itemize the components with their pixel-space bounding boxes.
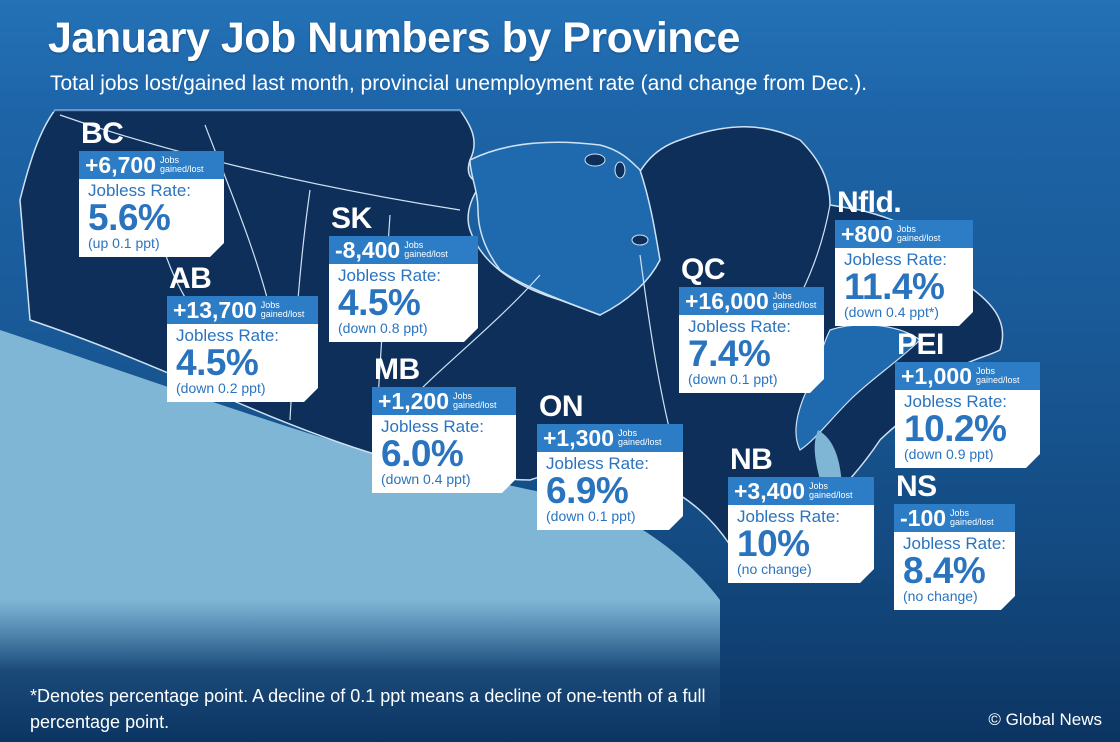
province-code: ON [539, 390, 584, 423]
jobless-rate-label: Jobless Rate: [904, 392, 1007, 411]
province-on: ON +1,300 Jobs gained/lost Jobless Rate: … [537, 392, 683, 530]
jobs-bar: +16,000 Jobs gained/lost [679, 287, 824, 315]
page-title: January Job Numbers by Province [48, 14, 740, 62]
jobs-label: Jobs gained/lost [772, 291, 817, 310]
jobs-bar: +1,200 Jobs gained/lost [372, 387, 516, 415]
jobless-rate-value: 6.9% [546, 470, 629, 511]
province-code: PEI [897, 328, 944, 361]
jobs-bar: +3,400 Jobs gained/lost [728, 477, 874, 505]
province-nb: NB +3,400 Jobs gained/lost Jobless Rate: … [728, 445, 874, 583]
province-card: +13,700 Jobs gained/lost Jobless Rate: 4.… [167, 296, 318, 402]
rate-change: (up 0.1 ppt) [88, 235, 160, 251]
rate-change: (down 0.2 ppt) [176, 380, 266, 396]
province-bc: BC +6,700 Jobs gained/lost Jobless Rate: … [79, 119, 224, 257]
jobs-label: Jobs gained/lost [618, 428, 662, 447]
jobless-rate-value: 7.4% [688, 333, 771, 374]
province-card: +16,000 Jobs gained/lost Jobless Rate: 7.… [679, 287, 824, 393]
jobs-label: Jobs gained/lost [809, 481, 853, 500]
province-card: +1,200 Jobs gained/lost Jobless Rate: 6.0… [372, 387, 516, 493]
rate-change: (down 0.1 ppt) [688, 371, 778, 387]
jobs-value: -100 [900, 505, 947, 531]
jobless-rate-label: Jobless Rate: [338, 266, 441, 285]
province-code: NS [896, 470, 937, 503]
header-band [0, 0, 1120, 112]
credit: © Global News [988, 710, 1102, 729]
province-code: QC [681, 253, 726, 286]
jobs-label: Jobs gained/lost [260, 300, 305, 319]
jobless-rate-label: Jobless Rate: [737, 507, 840, 526]
maine [814, 430, 842, 485]
province-card: -100 Jobs gained/lost Jobless Rate: 8.4% … [894, 504, 1015, 610]
province-code: Nfld. [837, 186, 902, 219]
rate-change: (down 0.8 ppt) [338, 320, 428, 336]
province-card: +800 Jobs gained/lost Jobless Rate: 11.4%… [835, 220, 973, 326]
jobs-label: Jobs gained/lost [453, 391, 497, 410]
jobless-rate-label: Jobless Rate: [176, 326, 279, 345]
jobless-rate-label: Jobless Rate: [844, 250, 947, 269]
province-ns: NS -100 Jobs gained/lost Jobless Rate: 8.… [894, 472, 1015, 610]
jobs-value: +1,000 [901, 363, 972, 389]
jobs-bar: +800 Jobs gained/lost [835, 220, 973, 248]
jobless-rate-label: Jobless Rate: [88, 181, 191, 200]
jobless-rate-value: 10% [737, 523, 810, 564]
province-qc: QC +16,000 Jobs gained/lost Jobless Rate:… [679, 255, 824, 393]
jobs-bar: +1,300 Jobs gained/lost [537, 424, 683, 452]
jobs-value: +6,700 [85, 152, 156, 178]
jobs-value: +13,700 [173, 297, 257, 323]
jobs-value: +16,000 [685, 288, 769, 314]
jobless-rate-label: Jobless Rate: [903, 534, 1006, 553]
jobs-label: Jobs gained/lost [160, 155, 204, 174]
province-card: -8,400 Jobs gained/lost Jobless Rate: 4.5… [329, 236, 478, 342]
jobless-rate-value: 6.0% [381, 433, 464, 474]
jobs-bar: +1,000 Jobs gained/lost [895, 362, 1040, 390]
province-code: MB [374, 353, 420, 386]
province-code: SK [331, 202, 372, 235]
jobs-value: +800 [841, 221, 893, 247]
jobs-label: Jobs gained/lost [976, 366, 1020, 385]
jobless-rate-value: 10.2% [904, 408, 1007, 449]
rate-change: (no change) [903, 588, 978, 604]
jobs-bar: -100 Jobs gained/lost [894, 504, 1015, 532]
jobless-rate-label: Jobless Rate: [546, 454, 649, 473]
jobless-rate-label: Jobless Rate: [688, 317, 791, 336]
jobs-bar: -8,400 Jobs gained/lost [329, 236, 478, 264]
province-ab: AB +13,700 Jobs gained/lost Jobless Rate:… [167, 264, 318, 402]
jobs-value: +1,200 [378, 388, 449, 414]
footnote: *Denotes percentage point. A decline of … [30, 686, 706, 732]
jobs-bar: +13,700 Jobs gained/lost [167, 296, 318, 324]
jobs-value: +1,300 [543, 425, 614, 451]
province-card: +1,300 Jobs gained/lost Jobless Rate: 6.9… [537, 424, 683, 530]
province-code: NB [730, 443, 773, 476]
jobless-rate-value: 5.6% [88, 197, 171, 238]
province-card: +6,700 Jobs gained/lost Jobless Rate: 5.6… [79, 151, 224, 257]
province-mb: MB +1,200 Jobs gained/lost Jobless Rate: … [372, 355, 516, 493]
jobs-label: Jobs gained/lost [404, 240, 448, 259]
jobless-rate-value: 11.4% [844, 266, 945, 307]
jobless-rate-label: Jobless Rate: [381, 417, 484, 436]
province-card: +1,000 Jobs gained/lost Jobless Rate: 10.… [895, 362, 1040, 468]
rate-change: (down 0.9 ppt) [904, 446, 994, 462]
jobs-label: Jobs gained/lost [896, 224, 941, 243]
rate-change: (down 0.1 ppt) [546, 508, 636, 524]
jobs-value: -8,400 [335, 237, 401, 263]
province-code: AB [169, 262, 212, 295]
jobs-bar: +6,700 Jobs gained/lost [79, 151, 224, 179]
hudson-bay [469, 141, 661, 316]
rate-change: (no change) [737, 561, 812, 577]
jobless-rate-value: 4.5% [176, 342, 259, 383]
jobs-label: Jobs gained/lost [950, 508, 994, 527]
province-nfld: Nfld. +800 Jobs gained/lost Jobless Rate:… [835, 188, 973, 326]
province-code: BC [81, 117, 124, 150]
jobs-value: +3,400 [734, 478, 805, 504]
rate-change: (down 0.4 ppt) [381, 471, 471, 487]
page-subtitle: Total jobs lost/gained last month, provi… [50, 72, 868, 95]
province-pei: PEI +1,000 Jobs gained/lost Jobless Rate:… [895, 330, 1040, 468]
rate-change: (down 0.4 ppt*) [844, 304, 939, 320]
jobless-rate-value: 8.4% [903, 550, 986, 591]
province-sk: SK -8,400 Jobs gained/lost Jobless Rate: … [329, 204, 478, 342]
jobless-rate-value: 4.5% [338, 282, 421, 323]
province-card: +3,400 Jobs gained/lost Jobless Rate: 10%… [728, 477, 874, 583]
